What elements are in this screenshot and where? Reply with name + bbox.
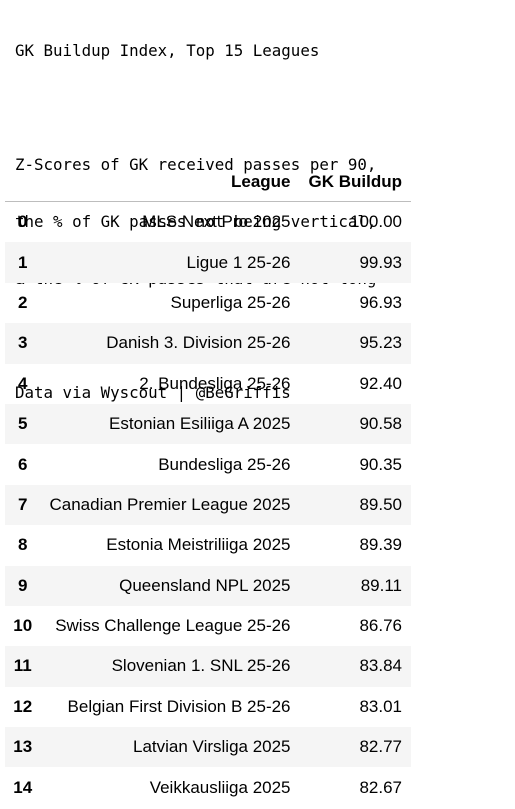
- gk-buildup-cell: 96.93: [359, 292, 402, 312]
- index-column-header: [5, 163, 41, 202]
- row-index: 8: [18, 535, 28, 555]
- table-row: 11 Slovenian 1. SNL 25-26 83.84: [5, 646, 411, 687]
- table-row: 7 Canadian Premier League 2025 89.50: [5, 484, 411, 526]
- table-header: League GK Buildup: [5, 163, 411, 202]
- league-cell: Estonia Meistriliiga 2025: [106, 535, 291, 555]
- row-index: 9: [18, 575, 28, 595]
- gk-buildup-column-header: GK Buildup: [299, 163, 411, 202]
- table-row: 2 Superliga 25-26 96.93: [5, 283, 411, 323]
- gk-buildup-cell: 99.93: [359, 252, 402, 272]
- row-index: 10: [13, 616, 33, 636]
- league-cell: Canadian Premier League 2025: [49, 494, 291, 514]
- table-row: 3 Danish 3. Division 25-26 95.23: [5, 323, 411, 364]
- league-cell: Bundesliga 25-26: [158, 454, 291, 474]
- gk-buildup-cell: 90.58: [359, 414, 402, 434]
- row-index: 2: [18, 292, 28, 312]
- gk-buildup-cell: 100.00: [350, 212, 402, 232]
- row-index: 7: [18, 494, 28, 514]
- table-row: 5 Estonian Esiliiga A 2025 90.58: [5, 403, 411, 445]
- league-cell: Veikkausliiga 2025: [149, 777, 291, 797]
- league-cell: 2. Bundesliga 25-26: [139, 373, 291, 393]
- row-index: 3: [18, 333, 28, 353]
- table-row: 6 Bundesliga 25-26 90.35: [5, 444, 411, 484]
- table-row: 4 2. Bundesliga 25-26 92.40: [5, 364, 411, 404]
- league-cell: Estonian Esiliiga A 2025: [109, 414, 291, 434]
- league-cell: Latvian Virsliga 2025: [133, 737, 291, 757]
- gk-buildup-cell: 86.76: [359, 616, 402, 636]
- league-column-header: League: [40, 163, 300, 202]
- header-row: League GK Buildup: [5, 163, 411, 202]
- gk-buildup-cell: 89.11: [360, 575, 402, 595]
- gk-buildup-cell: 83.01: [359, 696, 402, 716]
- table-row: 9 Queensland NPL 2025 89.11: [5, 565, 411, 606]
- league-cell: Belgian First Division B 25-26: [67, 696, 291, 716]
- row-index: 6: [18, 454, 28, 474]
- row-index: 5: [18, 414, 28, 434]
- description-line: the % of GK passes not being vertical,: [15, 212, 377, 231]
- dataframe-table: League GK Buildup 0 MLS Next Pro 2025 100.…: [5, 163, 411, 808]
- table-row: 10 Swiss Challenge League 25-26 86.76: [5, 606, 411, 646]
- table-row: 0 MLS Next Pro 2025 100.00: [5, 202, 411, 243]
- gk-buildup-cell: 82.77: [359, 737, 402, 757]
- table-row: 13 Latvian Virsliga 2025 82.77: [5, 727, 411, 768]
- league-cell: Swiss Challenge League 25-26: [55, 616, 291, 636]
- row-index: 13: [13, 737, 33, 757]
- row-index: 11: [13, 656, 32, 676]
- row-index: 12: [13, 696, 33, 716]
- gk-buildup-cell: 90.35: [359, 454, 402, 474]
- description-line: & the % of GK passes that are not long: [15, 269, 377, 288]
- table-row: 8 Estonia Meistriliiga 2025 89.39: [5, 525, 411, 565]
- table-row: 1 Ligue 1 25-26 99.93: [5, 242, 411, 283]
- row-index: 0: [18, 212, 28, 232]
- output-title: GK Buildup Index, Top 15 Leagues: [15, 41, 320, 60]
- table-row: 12 Belgian First Division B 25-26 83.01: [5, 687, 411, 727]
- league-cell: MLS Next Pro 2025: [142, 212, 291, 232]
- gk-buildup-cell: 89.39: [359, 535, 402, 555]
- row-index: 14: [13, 777, 33, 797]
- row-index: 4: [18, 373, 28, 393]
- blank-line: [15, 98, 485, 117]
- gk-buildup-cell: 82.67: [359, 777, 402, 797]
- league-cell: Superliga 25-26: [170, 292, 291, 312]
- data-source-line: Data via Wyscout | @BeGriffis: [15, 383, 291, 402]
- league-cell: Ligue 1 25-26: [186, 252, 291, 272]
- gk-buildup-cell: 92.40: [359, 373, 402, 393]
- gk-buildup-cell: 89.50: [359, 494, 402, 514]
- league-cell: Queensland NPL 2025: [119, 575, 291, 595]
- league-cell: Danish 3. Division 25-26: [106, 333, 291, 353]
- gk-buildup-cell: 83.84: [359, 656, 402, 676]
- row-index: 1: [18, 252, 28, 272]
- table-row: 14 Veikkausliiga 2025 82.67: [5, 767, 411, 807]
- league-cell: Slovenian 1. SNL 25-26: [111, 656, 291, 676]
- table-body: 0 MLS Next Pro 2025 100.00 1 Ligue 1 25-26 99…: [5, 202, 411, 808]
- gk-buildup-cell: 95.23: [359, 333, 402, 353]
